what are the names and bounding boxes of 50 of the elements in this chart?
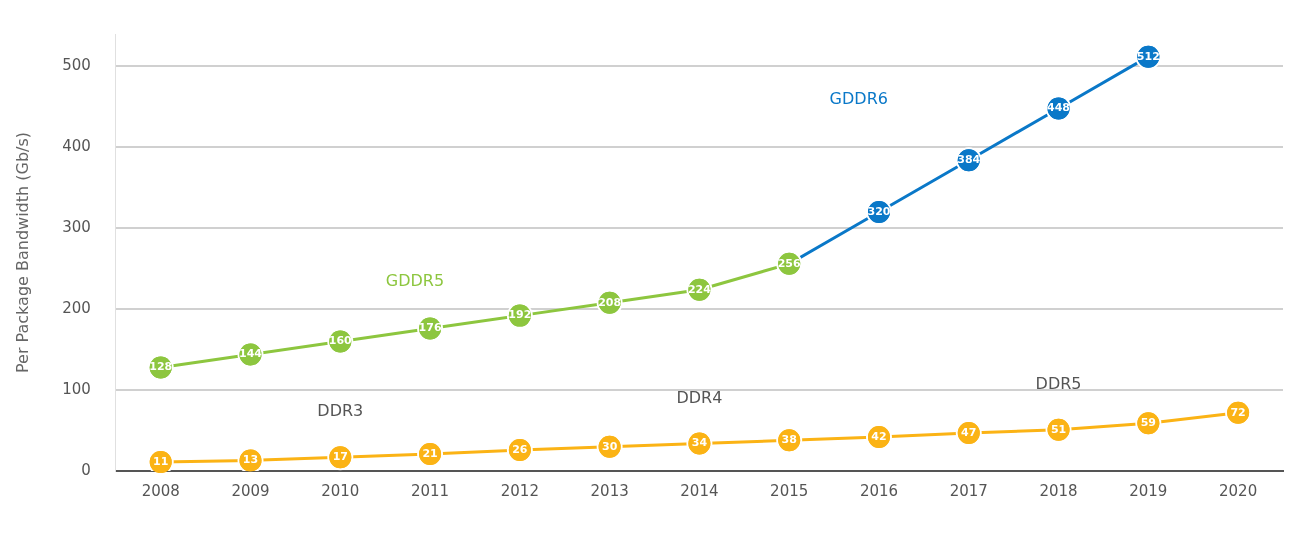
annotation: DDR4 — [676, 387, 723, 407]
data-label: 13 — [242, 453, 259, 467]
x-tick-label: 2009 — [231, 481, 270, 500]
data-label: 224 — [687, 282, 712, 296]
data-label: 192 — [508, 308, 532, 322]
x-tick-label: 2015 — [770, 481, 809, 500]
data-label: 26 — [512, 442, 528, 456]
data-label: 448 — [1047, 101, 1071, 115]
data-label: 59 — [1140, 416, 1156, 430]
x-tick-label: 2014 — [680, 481, 719, 500]
x-tick-label: 2013 — [590, 481, 629, 500]
data-label: 47 — [961, 425, 977, 439]
series-label: GDDR5 — [385, 271, 445, 291]
data-label: 320 — [867, 204, 891, 218]
y-axis-title: Per Package Bandwidth (Gb/s) — [12, 131, 32, 374]
x-tick-label: 2017 — [949, 481, 988, 500]
x-tick-label: 2020 — [1219, 481, 1258, 500]
data-label: 512 — [1136, 49, 1160, 63]
y-tick-label: 400 — [62, 137, 91, 156]
annotation: DDR3 — [317, 401, 364, 421]
data-label: 30 — [601, 439, 618, 453]
data-label: 176 — [418, 321, 442, 335]
y-tick-label: 100 — [62, 379, 91, 398]
y-tick-label: 0 — [81, 460, 91, 479]
data-label: 144 — [239, 347, 263, 361]
x-tick-label: 2018 — [1039, 481, 1078, 500]
y-tick-label: 200 — [62, 299, 91, 318]
data-label: 384 — [957, 153, 981, 167]
data-label: 11 — [153, 454, 169, 468]
data-label: 208 — [598, 295, 622, 309]
y-tick-label: 300 — [62, 218, 91, 237]
annotation: DDR5 — [1035, 373, 1082, 393]
x-tick-label: 2008 — [141, 481, 180, 500]
text: GDDR6 — [829, 89, 888, 109]
data-label: 51 — [1050, 422, 1067, 436]
data-label: 256 — [777, 256, 802, 270]
data-label: 72 — [1230, 405, 1246, 419]
data-label: 42 — [871, 429, 887, 443]
x-tick-label: 2016 — [859, 481, 899, 500]
data-label: 34 — [691, 436, 708, 450]
data-label: 128 — [149, 360, 173, 374]
data-label: 17 — [332, 450, 348, 464]
data-label: 38 — [781, 433, 797, 447]
y-tick-label: 500 — [62, 56, 91, 75]
x-tick-label: 2019 — [1129, 481, 1168, 500]
data-label: 21 — [422, 446, 438, 460]
x-tick-label: 2011 — [410, 481, 450, 500]
x-tick-label: 2012 — [500, 481, 539, 500]
data-label: 160 — [328, 334, 353, 348]
x-tick-label: 2010 — [321, 481, 360, 500]
